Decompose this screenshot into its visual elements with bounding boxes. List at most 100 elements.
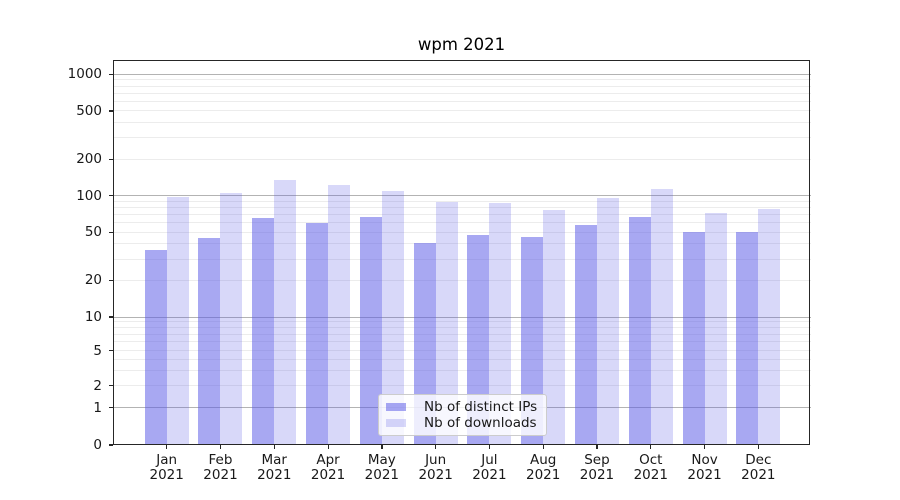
x-tick-mark bbox=[650, 445, 652, 449]
bar bbox=[198, 237, 221, 445]
x-tick-month: Feb bbox=[208, 452, 233, 468]
x-tick-year: 2021 bbox=[310, 467, 346, 483]
y-tick-label: 100 bbox=[76, 187, 102, 204]
bar bbox=[628, 216, 651, 445]
bar bbox=[682, 232, 705, 445]
y-tick-label: 0 bbox=[93, 437, 102, 453]
gridline-minor bbox=[113, 100, 811, 102]
gridline-minor bbox=[113, 327, 811, 329]
legend-label-downloads: Nb of downloads bbox=[424, 415, 537, 431]
x-tick-month: Oct bbox=[639, 452, 663, 468]
y-tick-label: 1 bbox=[93, 399, 102, 416]
x-tick-year: 2021 bbox=[579, 467, 615, 483]
bar bbox=[166, 196, 189, 445]
bar bbox=[359, 216, 382, 445]
x-tick-label: Jan 2021 bbox=[132, 453, 202, 483]
bar bbox=[252, 217, 275, 445]
x-tick-year: 2021 bbox=[472, 467, 507, 483]
x-tick-mark bbox=[757, 445, 760, 449]
x-tick-mark bbox=[327, 445, 329, 449]
gridline-major bbox=[113, 73, 811, 75]
x-tick-year: 2021 bbox=[149, 467, 184, 483]
gridline-minor bbox=[113, 222, 811, 224]
legend-label-distinct-ips: Nb of distinct IPs bbox=[424, 399, 538, 415]
bar bbox=[574, 225, 597, 445]
x-tick-mark bbox=[166, 445, 168, 449]
gridline-minor bbox=[113, 206, 811, 208]
bar bbox=[381, 190, 404, 445]
y-tick-label: 50 bbox=[84, 224, 102, 241]
x-tick-label: Mar 2021 bbox=[239, 453, 309, 483]
bar bbox=[521, 236, 544, 445]
y-tick-mark bbox=[108, 350, 113, 352]
x-tick-month: Jan bbox=[156, 452, 178, 468]
x-tick-label: May 2021 bbox=[347, 453, 417, 483]
gridline-minor bbox=[113, 243, 811, 245]
bar bbox=[650, 188, 673, 445]
x-tick-month: Apr bbox=[316, 452, 340, 468]
x-tick-month: Sep bbox=[584, 452, 610, 468]
chart-title: wpm 2021 bbox=[417, 35, 506, 54]
y-tick-mark bbox=[108, 407, 113, 409]
bar bbox=[306, 222, 329, 445]
x-tick-mark bbox=[596, 445, 598, 449]
y-tick-mark bbox=[108, 158, 113, 160]
bar bbox=[435, 202, 458, 445]
bar bbox=[274, 179, 297, 445]
legend-entry-downloads: Nb of downloads bbox=[386, 415, 538, 431]
x-tick-year: 2021 bbox=[418, 467, 453, 483]
bar bbox=[144, 249, 167, 445]
x-tick-month: Nov bbox=[691, 452, 718, 468]
gridline-minor bbox=[113, 358, 811, 360]
bar bbox=[328, 185, 351, 445]
legend-entry-distinct-ips: Nb of distinct IPs bbox=[386, 399, 538, 415]
x-tick-month: Jun bbox=[425, 452, 447, 468]
bar bbox=[467, 235, 490, 445]
gridline-major bbox=[113, 195, 811, 197]
gridline-minor bbox=[113, 79, 811, 81]
y-tick-label: 200 bbox=[76, 151, 102, 168]
y-tick-mark bbox=[108, 279, 113, 282]
x-tick-month: Mar bbox=[261, 452, 287, 468]
gridline-minor bbox=[113, 85, 811, 87]
bar bbox=[543, 210, 566, 445]
gridline-minor bbox=[113, 122, 811, 124]
gridline-minor bbox=[113, 369, 811, 371]
bar bbox=[489, 203, 512, 445]
bar bbox=[736, 232, 759, 445]
x-tick-label: Jun 2021 bbox=[401, 453, 471, 483]
x-tick-month: Aug bbox=[530, 452, 557, 468]
bar bbox=[704, 213, 727, 445]
y-tick-mark bbox=[108, 385, 113, 387]
y-tick-mark bbox=[108, 195, 113, 197]
y-tick-mark bbox=[108, 316, 113, 318]
gridline-minor bbox=[113, 110, 811, 112]
gridline-minor bbox=[113, 158, 811, 160]
y-tick-mark bbox=[108, 73, 113, 75]
x-tick-year: 2021 bbox=[741, 467, 776, 483]
gridline-minor bbox=[113, 213, 811, 215]
x-tick-mark bbox=[488, 445, 491, 449]
x-tick-label: Sep 2021 bbox=[562, 453, 632, 483]
gridline-minor bbox=[113, 258, 811, 260]
y-tick-label: 20 bbox=[84, 272, 102, 289]
gridline-minor bbox=[113, 231, 811, 233]
x-tick-year: 2021 bbox=[203, 467, 238, 483]
y-tick-label: 500 bbox=[76, 102, 102, 119]
x-tick-month: Dec bbox=[745, 452, 772, 468]
x-tick-year: 2021 bbox=[526, 467, 561, 483]
x-tick-mark bbox=[542, 445, 544, 449]
x-tick-month: Jul bbox=[481, 452, 498, 468]
gridline-minor bbox=[113, 350, 811, 352]
legend: Nb of distinct IPs Nb of downloads bbox=[378, 394, 547, 436]
x-tick-year: 2021 bbox=[257, 467, 292, 483]
x-tick-label: Aug 2021 bbox=[508, 453, 578, 483]
x-tick-label: Dec 2021 bbox=[723, 453, 793, 483]
x-tick-label: Jul 2021 bbox=[454, 453, 524, 483]
gridline-minor bbox=[113, 279, 811, 281]
y-tick-mark bbox=[108, 231, 113, 233]
x-tick-mark bbox=[381, 445, 383, 449]
x-tick-label: Oct 2021 bbox=[616, 453, 686, 483]
bar bbox=[220, 192, 243, 445]
